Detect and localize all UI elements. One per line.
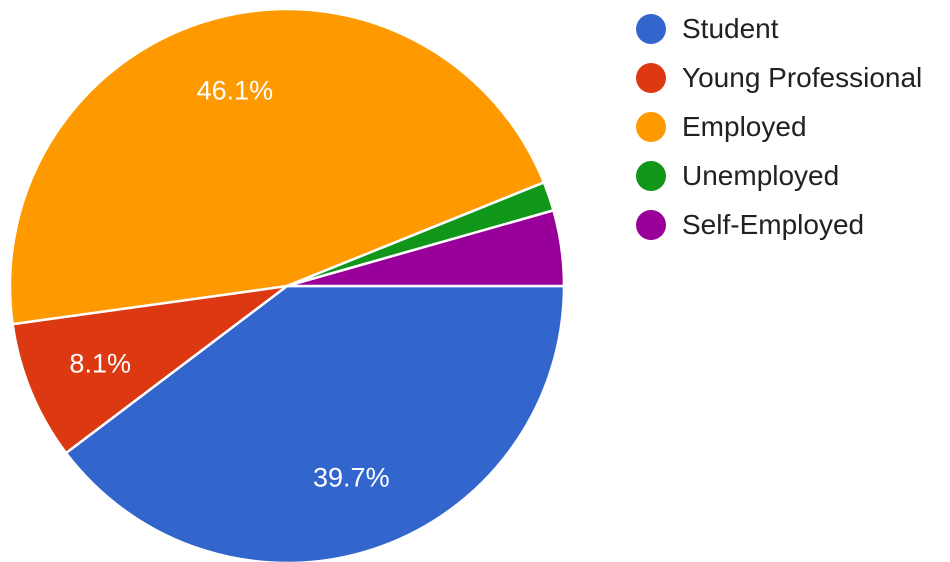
legend-swatch-icon bbox=[636, 62, 666, 93]
pie-slice-young-professional bbox=[11, 284, 289, 455]
legend: Student Young Professional Employed Unemplo… bbox=[636, 4, 922, 249]
legend-label: Self-Employed bbox=[682, 208, 865, 240]
slice-label-employed: 46.1% bbox=[197, 76, 274, 106]
slice-label-young-professional: 8.1% bbox=[69, 348, 131, 378]
legend-swatch-icon bbox=[636, 160, 666, 191]
legend-label: Student bbox=[682, 12, 779, 44]
legend-swatch-icon bbox=[636, 13, 666, 44]
legend-label: Employed bbox=[682, 110, 807, 142]
pie-slice-employed bbox=[8, 7, 546, 326]
legend-label: Unemployed bbox=[682, 159, 840, 191]
pie-slice-student bbox=[64, 284, 566, 562]
legend-item: Unemployed bbox=[636, 151, 922, 200]
slice-label-student: 39.7% bbox=[313, 463, 390, 493]
legend-swatch-icon bbox=[636, 111, 666, 142]
pie-chart: 39.7% 8.1% 46.1% bbox=[8, 7, 566, 562]
legend-item: Self-Employed bbox=[636, 200, 922, 249]
legend-item: Employed bbox=[636, 102, 922, 151]
legend-item: Student bbox=[636, 4, 922, 53]
legend-swatch-icon bbox=[636, 209, 666, 240]
legend-item: Young Professional bbox=[636, 53, 922, 102]
pie-slice-self-employed bbox=[285, 209, 566, 288]
legend-label: Young Professional bbox=[682, 61, 923, 93]
